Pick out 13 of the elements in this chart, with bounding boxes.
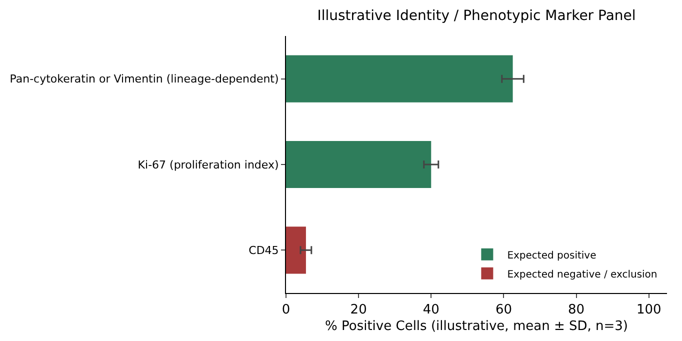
x-axis-title: % Positive Cells (illustrative, mean ± SD, n=3) [325,319,628,334]
y-tick-label: Pan-cytokeratin or Vimentin (lineage-dependent) [10,72,279,86]
x-tick-label: 20 [350,302,367,318]
legend-label: Expected negative / exclusion [507,269,658,280]
legend-label: Expected positive [507,250,596,262]
x-tick-label: 80 [568,302,585,318]
y-tick-label: CD45 [248,244,279,258]
x-tick-label: 60 [495,302,512,318]
chart-title: Illustrative Identity / Phenotypic Marker Panel [317,8,636,24]
x-tick-label: 100 [636,302,662,318]
x-tick-label: 40 [422,302,440,318]
x-tick-label: 0 [282,302,290,318]
y-tick-label: Ki-67 (proliferation index) [138,158,279,172]
